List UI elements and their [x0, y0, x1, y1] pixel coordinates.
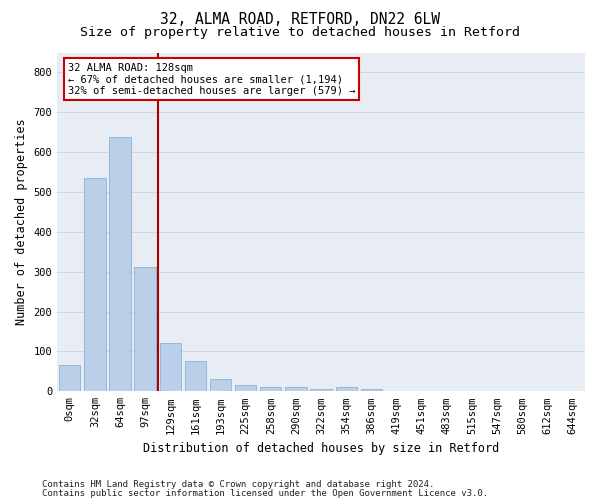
Bar	[59, 366, 80, 392]
Text: 32, ALMA ROAD, RETFORD, DN22 6LW: 32, ALMA ROAD, RETFORD, DN22 6LW	[160, 12, 440, 28]
Bar	[310, 390, 332, 392]
Bar	[109, 137, 131, 392]
Bar	[210, 380, 231, 392]
Text: Size of property relative to detached houses in Retford: Size of property relative to detached ho…	[80, 26, 520, 39]
Text: Contains public sector information licensed under the Open Government Licence v3: Contains public sector information licen…	[42, 489, 488, 498]
Bar	[160, 344, 181, 392]
Bar	[361, 388, 382, 392]
Text: 32 ALMA ROAD: 128sqm
← 67% of detached houses are smaller (1,194)
32% of semi-de: 32 ALMA ROAD: 128sqm ← 67% of detached h…	[68, 62, 355, 96]
Text: Contains HM Land Registry data © Crown copyright and database right 2024.: Contains HM Land Registry data © Crown c…	[42, 480, 434, 489]
X-axis label: Distribution of detached houses by size in Retford: Distribution of detached houses by size …	[143, 442, 499, 455]
Bar	[185, 360, 206, 392]
Bar	[260, 388, 281, 392]
Bar	[84, 178, 106, 392]
Y-axis label: Number of detached properties: Number of detached properties	[15, 118, 28, 325]
Bar	[335, 388, 357, 392]
Bar	[235, 384, 256, 392]
Bar	[285, 388, 307, 392]
Bar	[134, 267, 156, 392]
